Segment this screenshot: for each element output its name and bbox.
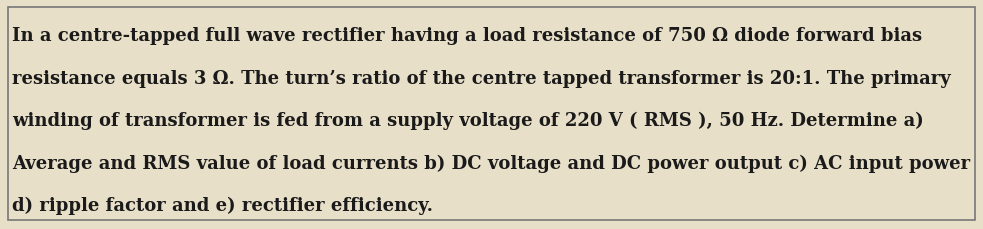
Text: resistance equals 3 Ω. The turn’s ratio of the centre tapped transformer is 20:1: resistance equals 3 Ω. The turn’s ratio … bbox=[12, 70, 951, 88]
Text: Average and RMS value of load currents b) DC voltage and DC power output c) AC i: Average and RMS value of load currents b… bbox=[12, 155, 970, 173]
Text: winding of transformer is fed from a supply voltage of 220 V ( RMS ), 50 Hz. Det: winding of transformer is fed from a sup… bbox=[12, 112, 924, 131]
FancyBboxPatch shape bbox=[8, 7, 975, 220]
Text: d) ripple factor and e) rectifier efficiency.: d) ripple factor and e) rectifier effici… bbox=[12, 197, 433, 215]
Text: In a centre-tapped full wave rectifier having a load resistance of 750 Ω diode f: In a centre-tapped full wave rectifier h… bbox=[12, 27, 922, 46]
